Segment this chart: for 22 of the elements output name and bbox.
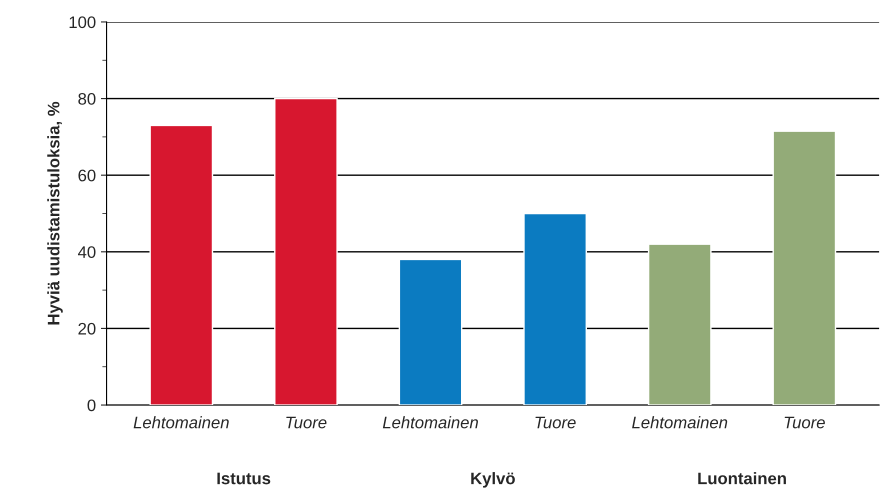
y-tick-label: 60 bbox=[78, 170, 96, 182]
text: Kylvö bbox=[471, 472, 515, 488]
bar bbox=[274, 98, 338, 406]
bar bbox=[648, 243, 712, 406]
bar bbox=[398, 258, 462, 406]
text: Luontainen bbox=[698, 472, 786, 484]
y-tick-label: 80 bbox=[78, 92, 96, 105]
y-tick-label: 40 bbox=[78, 246, 96, 258]
bar bbox=[772, 130, 836, 406]
x-tick-label: Lehtomainen bbox=[382, 416, 478, 428]
x-tick-label: Lehtomainen bbox=[134, 416, 229, 428]
y-tick-label: 0 bbox=[88, 399, 96, 412]
y-axis-title: Hyviä uudistamistuloksia, % bbox=[47, 102, 63, 324]
bar bbox=[149, 124, 214, 406]
x-tick-label: Tuore bbox=[535, 416, 576, 428]
text: Istutus bbox=[217, 472, 270, 484]
x-tick-label: Lehtomainen bbox=[632, 416, 728, 428]
bar bbox=[523, 212, 587, 406]
x-tick-label: Tuore bbox=[784, 416, 825, 428]
x-tick-label: Tuore bbox=[286, 416, 326, 428]
y-tick-label: 20 bbox=[78, 322, 96, 335]
y-tick-label: 100 bbox=[70, 16, 96, 28]
